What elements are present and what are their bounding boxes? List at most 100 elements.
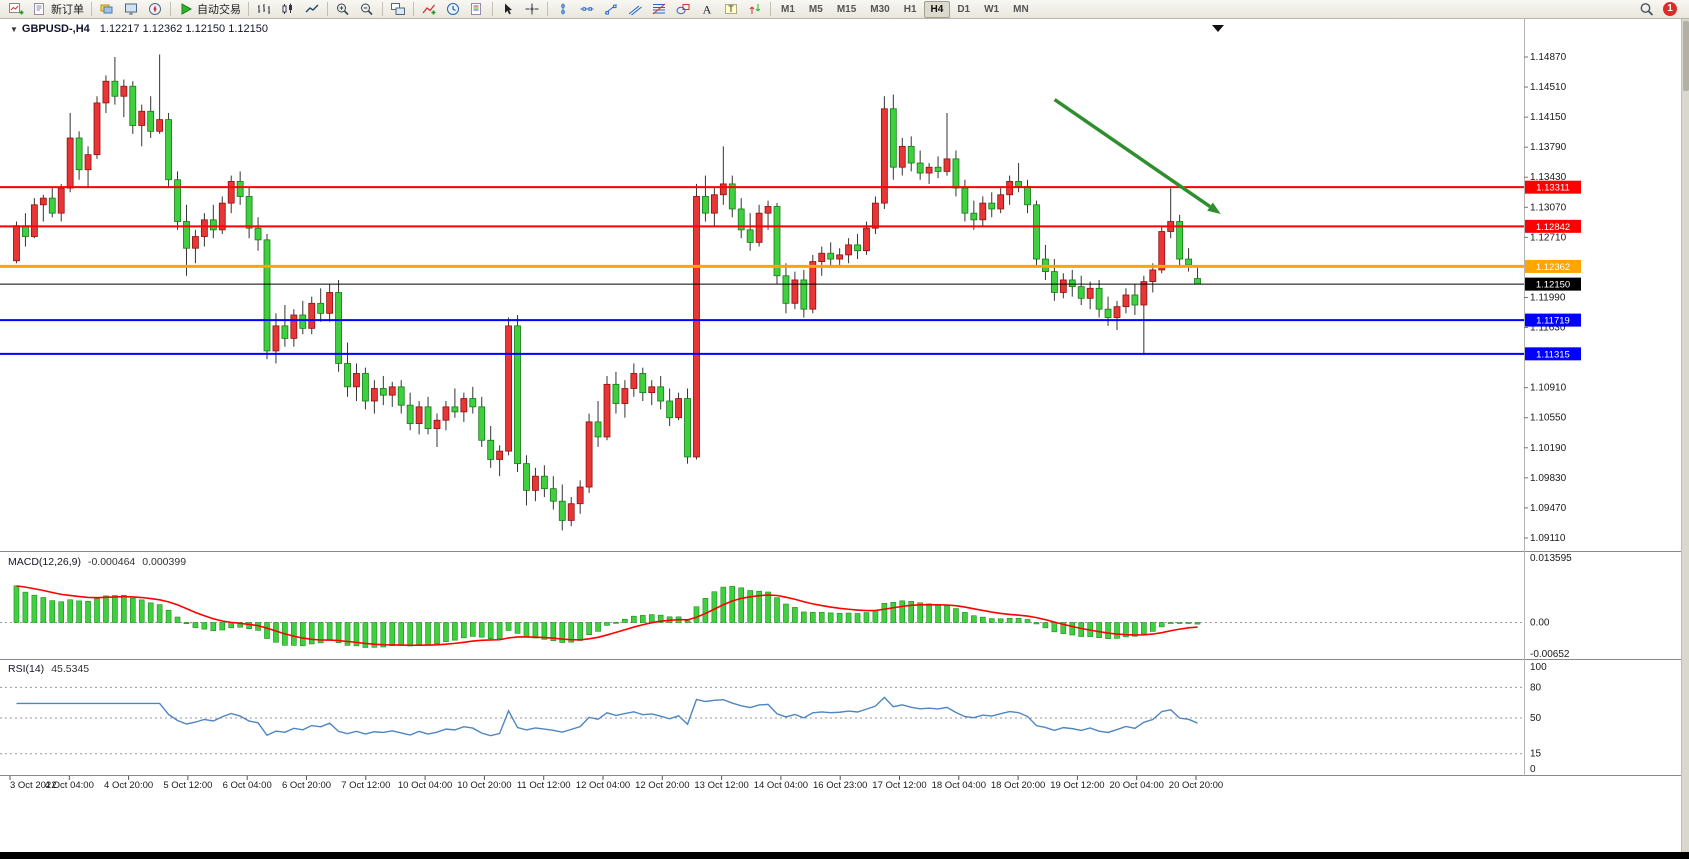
cursor-button[interactable] [496, 1, 520, 18]
new-chart-button[interactable] [4, 1, 28, 18]
trend-arrow-annotation[interactable] [1053, 98, 1221, 214]
svg-text:50: 50 [1530, 713, 1542, 724]
trendline-button[interactable] [599, 1, 623, 18]
line-chart-button[interactable] [300, 1, 324, 18]
text-label-button[interactable]: T [719, 1, 743, 18]
macd-main-value: -0.000464 [87, 556, 136, 568]
one-click-trading-toggle[interactable]: ▼ [10, 25, 18, 34]
price-axis[interactable]: 1.14870 1.14510 1.14150 1.13790 1.13430 1.130… [1524, 52, 1567, 544]
navigator-button[interactable] [143, 1, 167, 18]
zoom-in-button[interactable] [331, 1, 355, 18]
svg-text:14 Oct 04:00: 14 Oct 04:00 [754, 780, 808, 791]
timeframe-m30-button[interactable]: M30 [870, 3, 890, 15]
svg-text:1.11630: 1.11630 [1530, 323, 1566, 334]
templates-button[interactable] [465, 1, 489, 18]
svg-text:1.09110: 1.09110 [1530, 533, 1566, 544]
timeframe-m5-button[interactable]: M5 [808, 3, 823, 15]
svg-text:0: 0 [1530, 764, 1536, 775]
svg-text:T: T [728, 4, 734, 14]
svg-text:1.12842: 1.12842 [1536, 222, 1570, 233]
fibo-icon [652, 3, 666, 15]
svg-text:18 Oct 20:00: 18 Oct 20:00 [991, 780, 1045, 791]
autotrading-button[interactable]: 自动交易 [174, 1, 245, 18]
horizontal-line-button[interactable] [575, 1, 599, 18]
periods-button[interactable] [441, 1, 465, 18]
text-button[interactable]: A [695, 1, 719, 18]
timeframe-h4-button[interactable]: H4 [923, 0, 951, 18]
svg-text:6 Oct 04:00: 6 Oct 04:00 [223, 780, 272, 791]
toolbar-separator [248, 2, 249, 16]
price-badge-1.13311: 1.13311 [1525, 180, 1581, 194]
zoom-out-button[interactable] [355, 1, 379, 18]
timeframe-m15-button[interactable]: M15 [836, 3, 857, 15]
timeframe-d1-button[interactable]: D1 [957, 3, 971, 15]
rsi-value: 45.5345 [51, 663, 90, 675]
shapes-button[interactable] [671, 1, 695, 18]
market-watch-button[interactable] [119, 1, 143, 18]
fibonacci-button[interactable] [647, 1, 671, 18]
profiles-button[interactable] [95, 1, 119, 18]
vertical-scrollbar[interactable] [1681, 19, 1689, 852]
tile-windows-button[interactable] [386, 1, 410, 18]
svg-text:20 Oct 20:00: 20 Oct 20:00 [1169, 780, 1223, 791]
toolbar-separator [492, 2, 493, 16]
arrow-glyph-icon [749, 4, 761, 14]
zoom-out-icon [361, 3, 373, 16]
svg-text:16 Oct 23:00: 16 Oct 23:00 [813, 780, 867, 791]
bar-chart-button[interactable] [252, 1, 276, 18]
timeframe-h1-button[interactable]: H1 [903, 3, 917, 15]
scrollbar-thumb[interactable] [1683, 21, 1689, 91]
search-button[interactable] [1635, 1, 1659, 18]
svg-text:100: 100 [1530, 662, 1547, 673]
timeframe-mn-button[interactable]: MN [1013, 3, 1029, 15]
price-badge-1.11315: 1.11315 [1525, 347, 1581, 361]
vertical-line-button[interactable] [551, 1, 575, 18]
play-icon [181, 3, 193, 15]
toolbar-separator [770, 2, 771, 16]
equidistant-channel-button[interactable] [623, 1, 647, 18]
timeframe-w1-button[interactable]: W1 [984, 3, 1000, 15]
line-icon [305, 4, 319, 13]
price-chart[interactable]: 0.0135950.00-0.0065210080501501.148701.1… [0, 19, 1689, 852]
crosshair-button[interactable] [520, 1, 544, 18]
svg-text:4 Oct 04:00: 4 Oct 04:00 [45, 780, 94, 791]
clock-icon [447, 3, 459, 15]
svg-text:19 Oct 12:00: 19 Oct 12:00 [1050, 780, 1104, 791]
crosshair-icon [525, 3, 539, 15]
notifications-badge[interactable]: 1 [1663, 2, 1677, 16]
timeframe-m1-button[interactable]: M1 [781, 3, 795, 15]
order-form-icon [34, 3, 44, 15]
compass-icon [149, 3, 161, 15]
svg-text:1.13430: 1.13430 [1530, 172, 1567, 183]
chart-plus-icon [9, 3, 24, 15]
toolbar-separator [413, 2, 414, 16]
svg-text:6 Oct 20:00: 6 Oct 20:00 [282, 780, 331, 791]
new-order-button[interactable]: 新订单 [28, 1, 88, 18]
macd-panel [0, 585, 1524, 648]
svg-text:80: 80 [1530, 682, 1542, 693]
channel-icon [628, 5, 642, 16]
toolbar-separator [327, 2, 328, 16]
arrows-button[interactable] [743, 1, 767, 18]
layers-icon [100, 4, 113, 14]
candlestick-chart-button[interactable] [276, 1, 300, 18]
chart-symbol-period: GBPUSD-,H4 [21, 23, 90, 35]
chart-shift-marker[interactable] [1212, 25, 1224, 32]
svg-text:1.10190: 1.10190 [1530, 443, 1567, 454]
svg-text:7 Oct 12:00: 7 Oct 12:00 [341, 780, 390, 791]
chart-title: ▼ GBPUSD-,H4 1.12217 1.12362 1.12150 1.121… [10, 23, 268, 35]
svg-text:0.00: 0.00 [1530, 618, 1550, 629]
svg-text:1.10910: 1.10910 [1530, 383, 1567, 394]
svg-text:12 Oct 04:00: 12 Oct 04:00 [576, 780, 630, 791]
bars-icon [258, 4, 270, 14]
svg-text:11 Oct 12:00: 11 Oct 12:00 [517, 780, 571, 791]
indicator-list-button[interactable] [417, 1, 441, 18]
svg-text:20 Oct 04:00: 20 Oct 04:00 [1109, 780, 1163, 791]
indicator-icon [422, 4, 436, 15]
vline-icon [561, 3, 565, 15]
main-toolbar: 新订单 自动交易 A T M1 M5 M15 M30 H1 H4 D1 W1 MN 1 [0, 0, 1689, 19]
search-icon [1640, 3, 1654, 16]
text-a-icon: A [703, 3, 712, 17]
